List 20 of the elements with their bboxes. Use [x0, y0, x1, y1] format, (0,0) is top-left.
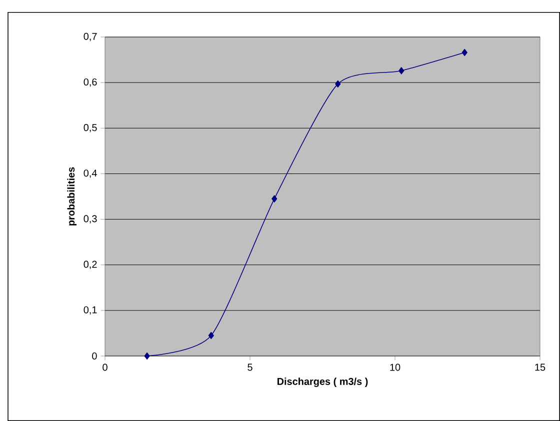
- y-tick-label: 0,1: [84, 306, 97, 315]
- x-tick-label: 0: [102, 364, 108, 371]
- point: [208, 332, 214, 340]
- y-tick-label: 0,3: [84, 215, 97, 224]
- y-tick-label: 0: [92, 352, 97, 360]
- point: [272, 195, 278, 202]
- point: [398, 67, 404, 74]
- y-tick-label: 0,6: [84, 78, 97, 87]
- x-axis-title: Discharges ( m3/s ): [278, 378, 368, 387]
- y-tick-label: 0,5: [84, 124, 97, 132]
- x-tick-label: 10: [390, 364, 400, 371]
- y-axis-title: probabilities: [67, 167, 77, 226]
- y-tick-label: 0,2: [84, 260, 97, 269]
- point: [462, 48, 468, 56]
- point: [144, 352, 150, 360]
- point: [335, 80, 341, 88]
- y-tick-label: 0,7: [84, 32, 97, 42]
- y-tick-label: 0,4: [84, 170, 97, 178]
- x-tick-label: 5: [248, 364, 252, 371]
- x-tick-label: 15: [535, 364, 546, 371]
